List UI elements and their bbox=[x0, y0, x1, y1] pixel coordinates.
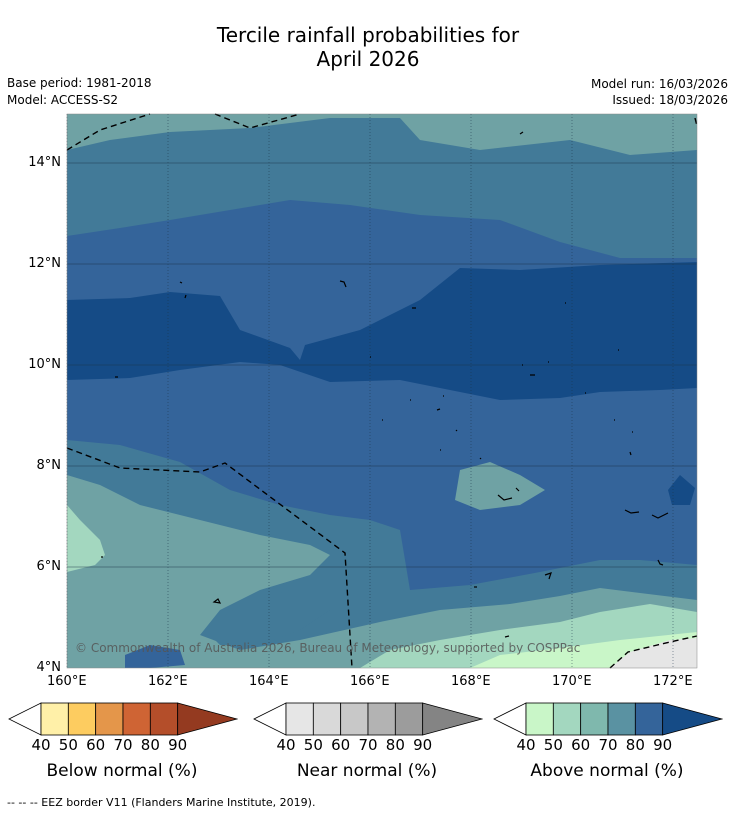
legend-low-cap bbox=[253, 702, 287, 736]
legend-tick: 90 bbox=[168, 736, 188, 754]
region-40-50-west bbox=[67, 505, 105, 572]
legend-segment bbox=[95, 702, 124, 736]
lon-label-166e: 166°E bbox=[350, 674, 390, 689]
region-60-70-blob bbox=[205, 580, 330, 645]
legend-segment bbox=[312, 702, 342, 736]
legend-tick: 50 bbox=[543, 736, 563, 754]
legend-tick: 40 bbox=[516, 736, 536, 754]
legend-title: Below normal (%) bbox=[46, 761, 198, 781]
model-run: Model run: 16/03/2026 bbox=[590, 77, 728, 91]
lon-label-162e: 162°E bbox=[148, 674, 188, 689]
legend-segment bbox=[580, 702, 609, 736]
lon-label-170e: 170°E bbox=[552, 674, 592, 689]
lon-label-164e: 164°E bbox=[249, 674, 289, 689]
legend-segment bbox=[122, 702, 151, 736]
region-60-70-north bbox=[67, 114, 697, 258]
legend-tick: 70 bbox=[598, 736, 618, 754]
legend-title: Near normal (%) bbox=[296, 761, 438, 781]
legend-low-cap bbox=[8, 702, 42, 736]
legend-tick: 60 bbox=[331, 736, 351, 754]
legend-tick: 50 bbox=[303, 736, 323, 754]
issued-date: Issued: 18/03/2026 bbox=[612, 93, 728, 107]
region-80-90-patch bbox=[668, 475, 695, 505]
region-80-90 bbox=[67, 262, 697, 400]
legend-bar-2 bbox=[493, 702, 723, 736]
title-line-1: Tercile rainfall probabilities for bbox=[216, 23, 520, 47]
lat-label-4n: 4°N bbox=[36, 660, 62, 675]
lon-label-172e: 172°E bbox=[653, 674, 693, 689]
legend-tick: 90 bbox=[653, 736, 673, 754]
legend-segment bbox=[40, 702, 69, 736]
legend-segment bbox=[634, 702, 664, 736]
islands bbox=[101, 131, 669, 638]
legend-segment bbox=[607, 702, 636, 736]
lat-label-12n: 12°N bbox=[28, 256, 61, 271]
legend-tick: 60 bbox=[571, 736, 591, 754]
legend-segment bbox=[67, 702, 97, 736]
model-name: Model: ACCESS-S2 bbox=[7, 93, 119, 107]
title-line-2: April 2026 bbox=[316, 47, 420, 71]
legend-tick: 90 bbox=[413, 736, 433, 754]
region-50-60-south bbox=[67, 475, 697, 668]
region-near-normal bbox=[610, 638, 697, 668]
legend-tick: 80 bbox=[385, 736, 405, 754]
legend-high-cap bbox=[422, 702, 483, 736]
legend-bar-0 bbox=[8, 702, 238, 736]
lat-label-8n: 8°N bbox=[36, 458, 62, 473]
legend-high-cap bbox=[662, 702, 723, 736]
copyright-notice: © Commonwealth of Australia 2026, Bureau… bbox=[75, 641, 581, 655]
legend-segment bbox=[525, 702, 554, 736]
lat-label-14n: 14°N bbox=[28, 155, 61, 170]
eez-border bbox=[66, 113, 698, 669]
lon-label-168e: 168°E bbox=[451, 674, 491, 689]
legend-tick: 70 bbox=[358, 736, 378, 754]
legend-tick: 80 bbox=[625, 736, 645, 754]
legend-low-cap bbox=[493, 702, 527, 736]
legend-segment bbox=[394, 702, 424, 736]
lat-label-10n: 10°N bbox=[28, 357, 61, 372]
lon-label-160e: 160°E bbox=[47, 674, 87, 689]
eez-footnote: -- -- -- EEZ border V11 (Flanders Marine… bbox=[7, 796, 316, 809]
legend-tick: 60 bbox=[86, 736, 106, 754]
region-50-60-north bbox=[67, 114, 697, 155]
legend-segment bbox=[285, 702, 314, 736]
legend-segment bbox=[149, 702, 179, 736]
region-70-80-blob bbox=[125, 645, 185, 668]
lat-label-6n: 6°N bbox=[36, 559, 62, 574]
legend-bar-1 bbox=[253, 702, 483, 736]
base-period: Base period: 1981-2018 bbox=[7, 76, 152, 90]
legend-tick: 80 bbox=[140, 736, 160, 754]
legend-title: Above normal (%) bbox=[530, 761, 684, 781]
legend-high-cap bbox=[177, 702, 238, 736]
legend-segment bbox=[367, 702, 396, 736]
legend-tick: 40 bbox=[276, 736, 296, 754]
legend-segment bbox=[552, 702, 582, 736]
legend-segment bbox=[340, 702, 369, 736]
legend-tick: 50 bbox=[58, 736, 78, 754]
map-frame bbox=[66, 113, 698, 669]
legend-tick: 40 bbox=[31, 736, 51, 754]
region-50-60-patch bbox=[455, 462, 545, 510]
legend-tick: 70 bbox=[113, 736, 133, 754]
